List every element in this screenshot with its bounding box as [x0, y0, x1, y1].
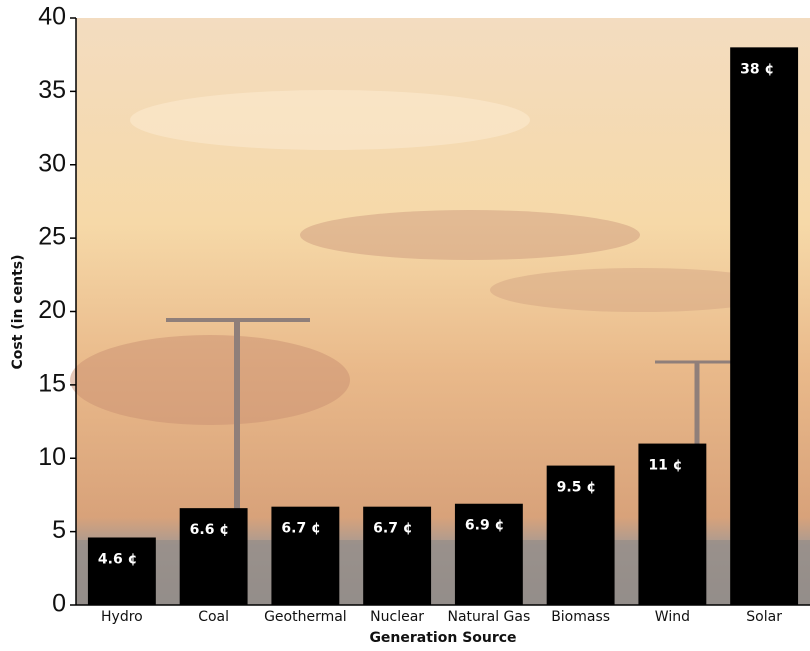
value-label: 9.5 ¢ — [557, 480, 596, 496]
x-tick-label: Geothermal — [264, 609, 347, 625]
x-tick-label: Biomass — [551, 609, 610, 625]
y-tick-label: 10 — [38, 443, 66, 471]
y-tick-label: 40 — [38, 3, 66, 31]
value-label: 38 ¢ — [740, 61, 774, 77]
y-axis-title: Cost (in cents) — [10, 254, 26, 369]
value-label: 4.6 ¢ — [98, 551, 137, 567]
y-tick-label: 35 — [38, 76, 66, 104]
y-tick-label: 25 — [38, 223, 66, 251]
x-tick-label: Solar — [746, 609, 782, 625]
chart: 0 5 10 15 20 25 30 35 40 Hydro 4.6 ¢ Coal 6.6 ¢ Geoth… — [0, 0, 810, 651]
value-label: 11 ¢ — [648, 458, 682, 474]
bar — [88, 537, 156, 605]
y-tick-label: 15 — [38, 369, 66, 397]
y-tick-label: 30 — [38, 149, 66, 177]
x-axis-title: Generation Source — [369, 630, 516, 646]
value-label: 6.7 ¢ — [373, 521, 412, 537]
x-tick-label: Nuclear — [370, 609, 424, 625]
x-tick-label: Wind — [655, 609, 690, 625]
y-tick-label: 0 — [52, 590, 66, 618]
y-tick-label: 5 — [52, 516, 66, 544]
value-label: 6.7 ¢ — [281, 521, 320, 537]
value-label: 6.9 ¢ — [465, 518, 504, 534]
x-tick-label: Coal — [198, 609, 229, 625]
bar — [730, 47, 798, 605]
y-tick-label: 20 — [38, 296, 66, 324]
x-tick-label: Natural Gas — [447, 609, 530, 625]
value-label: 6.6 ¢ — [190, 522, 229, 538]
x-tick-label: Hydro — [101, 609, 143, 625]
